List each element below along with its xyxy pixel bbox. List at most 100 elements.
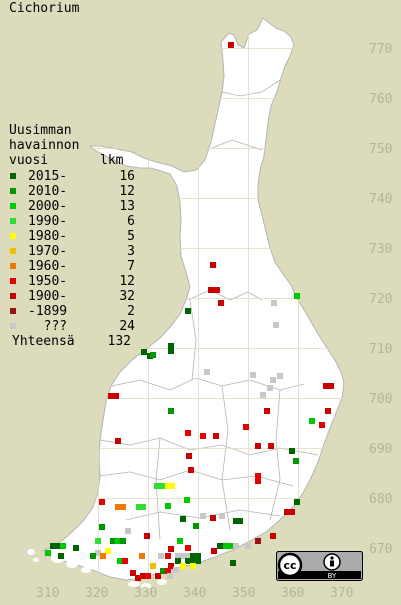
observation-marker bbox=[50, 543, 56, 549]
observation-marker bbox=[122, 558, 128, 564]
total-label: Yhteensä bbox=[12, 334, 75, 349]
observation-marker bbox=[139, 553, 145, 559]
observation-marker bbox=[319, 422, 325, 428]
legend-label: 1950- bbox=[28, 274, 68, 289]
observation-marker bbox=[218, 300, 224, 306]
observation-marker bbox=[60, 543, 66, 549]
observation-marker bbox=[200, 513, 206, 519]
observation-marker bbox=[267, 385, 273, 391]
observation-marker bbox=[217, 543, 223, 549]
observation-marker bbox=[195, 553, 201, 559]
cc-icon bbox=[277, 552, 303, 578]
observation-marker bbox=[55, 543, 61, 549]
observation-marker bbox=[136, 504, 142, 510]
legend-count: 3 bbox=[127, 244, 135, 259]
legend-item: 1970- 3 bbox=[10, 244, 135, 259]
observation-marker bbox=[165, 483, 171, 489]
northing-label: 740 bbox=[369, 192, 392, 207]
legend-count: 24 bbox=[119, 319, 135, 334]
observation-marker bbox=[204, 369, 210, 375]
easting-label: 370 bbox=[330, 586, 353, 601]
legend-item: 2015- 16 bbox=[10, 169, 135, 184]
observation-marker bbox=[160, 568, 166, 574]
easting-label: 310 bbox=[36, 586, 59, 601]
observation-marker bbox=[208, 287, 214, 293]
legend-count: 2 bbox=[127, 304, 135, 319]
easting-labels: 310 320 330 340 350 360 370 bbox=[36, 586, 353, 601]
observation-marker bbox=[255, 538, 261, 544]
legend-count: 6 bbox=[127, 214, 135, 229]
legend-count: 5 bbox=[127, 229, 135, 244]
observation-marker bbox=[168, 563, 174, 569]
legend-item: ??? 24 bbox=[10, 319, 135, 334]
legend-item: -1899 2 bbox=[10, 304, 135, 319]
observation-marker bbox=[45, 550, 51, 556]
observation-marker bbox=[190, 563, 196, 569]
observation-markers bbox=[45, 42, 334, 581]
observation-marker bbox=[250, 372, 256, 378]
legend-count: 12 bbox=[119, 274, 135, 289]
legend-swatch bbox=[10, 278, 16, 284]
observation-marker bbox=[190, 558, 196, 564]
observation-marker bbox=[190, 553, 196, 559]
observation-marker bbox=[309, 418, 315, 424]
easting-label: 360 bbox=[281, 586, 304, 601]
observation-marker bbox=[145, 573, 151, 579]
legend-swatch bbox=[10, 203, 16, 209]
observation-marker bbox=[277, 373, 283, 379]
legend-label: -1899 bbox=[28, 304, 68, 319]
observation-marker bbox=[105, 548, 111, 554]
observation-marker bbox=[165, 568, 171, 574]
observation-marker bbox=[115, 504, 121, 510]
observation-marker bbox=[99, 499, 105, 505]
observation-marker bbox=[228, 543, 234, 549]
observation-marker bbox=[185, 545, 191, 551]
observation-marker bbox=[219, 513, 225, 519]
legend-heading-line-1: Uusimman bbox=[9, 123, 72, 138]
map-title: Cichorium bbox=[9, 1, 80, 16]
legend-swatch bbox=[10, 293, 16, 299]
observation-marker bbox=[165, 503, 171, 509]
legend-label: 1900- bbox=[28, 289, 68, 304]
observation-marker bbox=[175, 553, 181, 559]
legend-count-header: lkm bbox=[100, 153, 124, 168]
observation-marker bbox=[173, 567, 179, 573]
observation-marker bbox=[233, 543, 239, 549]
observation-marker bbox=[264, 408, 270, 414]
observation-marker bbox=[260, 392, 266, 398]
legend-label: 2010- bbox=[28, 184, 68, 199]
observation-marker bbox=[99, 524, 105, 530]
observation-marker bbox=[185, 308, 191, 314]
observation-marker bbox=[211, 548, 217, 554]
legend-swatch bbox=[10, 263, 16, 269]
legend-label: 1980- bbox=[28, 229, 68, 244]
legend-item: 1960- 7 bbox=[10, 259, 135, 274]
observation-marker bbox=[165, 553, 171, 559]
legend: 2015- 16 2010- 12 2000- 13 1990- 6 1980- 5 1970- 3 1… bbox=[10, 169, 135, 334]
observation-marker bbox=[210, 262, 216, 268]
observation-marker bbox=[113, 393, 119, 399]
legend-count: 32 bbox=[119, 289, 135, 304]
observation-marker bbox=[195, 558, 201, 564]
northing-label: 680 bbox=[369, 492, 392, 507]
observation-marker bbox=[150, 563, 156, 569]
observation-marker bbox=[168, 348, 174, 354]
observation-marker bbox=[184, 497, 190, 503]
observation-marker bbox=[273, 322, 279, 328]
legend-swatch bbox=[10, 188, 16, 194]
cc-by-license-badge: cc BY bbox=[276, 551, 363, 581]
total-count: 132 bbox=[107, 334, 131, 349]
observation-marker bbox=[168, 546, 174, 552]
observation-marker bbox=[115, 538, 121, 544]
northing-label: 690 bbox=[369, 442, 392, 457]
legend-heading-line-2: havainnon bbox=[9, 138, 80, 153]
observation-marker bbox=[255, 473, 261, 479]
observation-marker bbox=[270, 377, 276, 383]
legend-swatch bbox=[10, 308, 16, 314]
observation-marker bbox=[150, 352, 156, 358]
observation-marker bbox=[245, 543, 251, 549]
legend-heading: Uusimman havainnon vuosi bbox=[9, 123, 79, 168]
observation-marker bbox=[270, 533, 276, 539]
